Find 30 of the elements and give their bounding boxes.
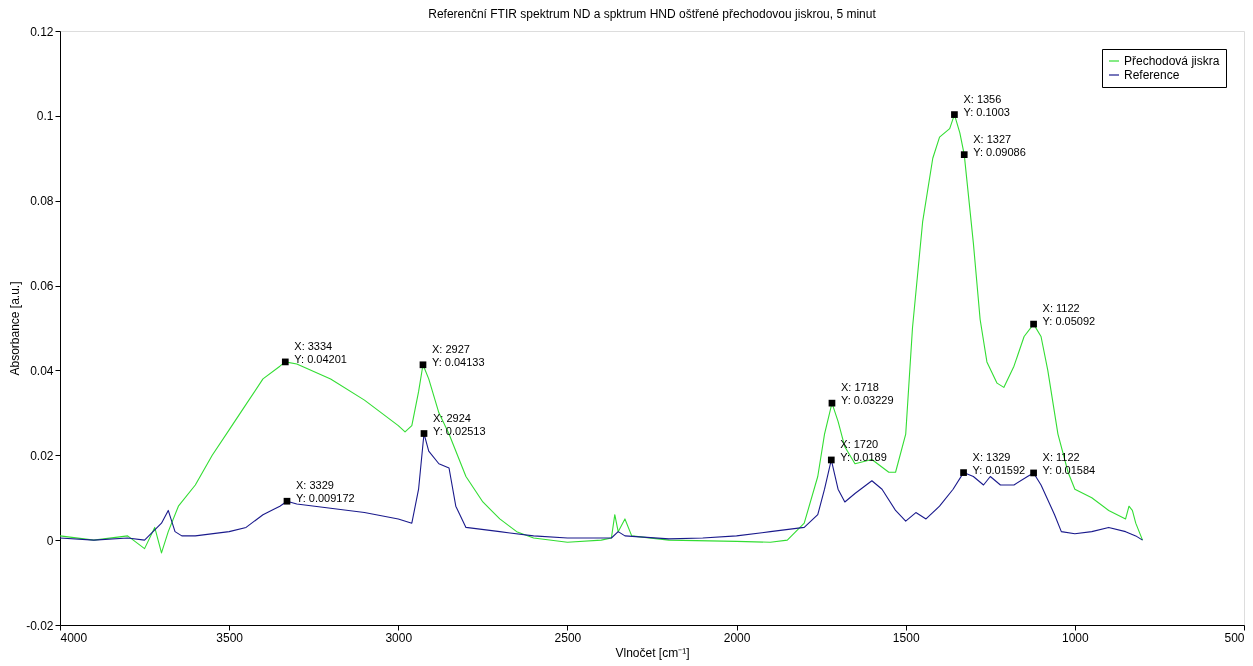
y-tick-label: 0.12 xyxy=(30,24,54,39)
x-tick-label: 2500 xyxy=(554,630,582,645)
annotation: X: 1356 Y: 0.1003 xyxy=(963,92,1010,118)
y-tick-label: 0 xyxy=(46,533,54,548)
annotation: X: 1718 Y: 0.03229 xyxy=(840,381,894,407)
x-tick-label: 2000 xyxy=(723,630,751,645)
annotation: X: 1329 Y: 0.01592 xyxy=(972,450,1026,476)
y-tick-label: 0.1 xyxy=(36,109,54,124)
x-tick-label: 1000 xyxy=(1062,630,1090,645)
annotation: X: 1327 Y: 0.09086 xyxy=(973,132,1026,158)
x-tick-label: 3500 xyxy=(216,630,244,645)
x-axis-title: Vlnočet [cm⁻¹] xyxy=(615,645,690,660)
x-tick-label: 500 xyxy=(1224,630,1245,645)
legend-label: Přechodová jiskra xyxy=(1124,54,1220,68)
annotation: X: 2927 Y: 0.04133 xyxy=(431,342,485,368)
y-tick-label: 0.02 xyxy=(30,448,54,463)
x-tick-label: 1500 xyxy=(892,630,920,645)
annotation: X: 3329 Y: 0.009172 xyxy=(295,479,355,505)
y-tick-label: 0.06 xyxy=(30,279,54,294)
x-tick-label: 3000 xyxy=(385,630,413,645)
y-tick-label: 0.04 xyxy=(30,363,54,378)
annotation: X: 1720 Y: 0.0189 xyxy=(840,437,887,463)
y-axis-title: Absorbance [a.u.] xyxy=(8,281,23,376)
y-tick-label: -0.02 xyxy=(26,618,54,633)
chart-title: Referenční FTIR spektrum ND a spktrum HND oštřené přechodovou jiskrou, 5 minut xyxy=(428,7,877,21)
annotation: X: 1122 Y: 0.05092 xyxy=(1042,302,1096,328)
y-tick-label: 0.08 xyxy=(30,194,54,209)
legend-label: Reference xyxy=(1124,68,1180,82)
annotation: X: 3334 Y: 0.04201 xyxy=(294,339,347,365)
x-tick-label: 4000 xyxy=(60,630,88,645)
